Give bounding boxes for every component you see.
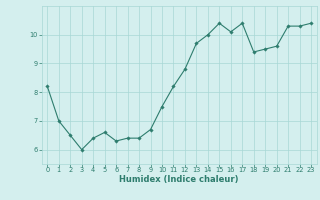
X-axis label: Humidex (Indice chaleur): Humidex (Indice chaleur) <box>119 175 239 184</box>
